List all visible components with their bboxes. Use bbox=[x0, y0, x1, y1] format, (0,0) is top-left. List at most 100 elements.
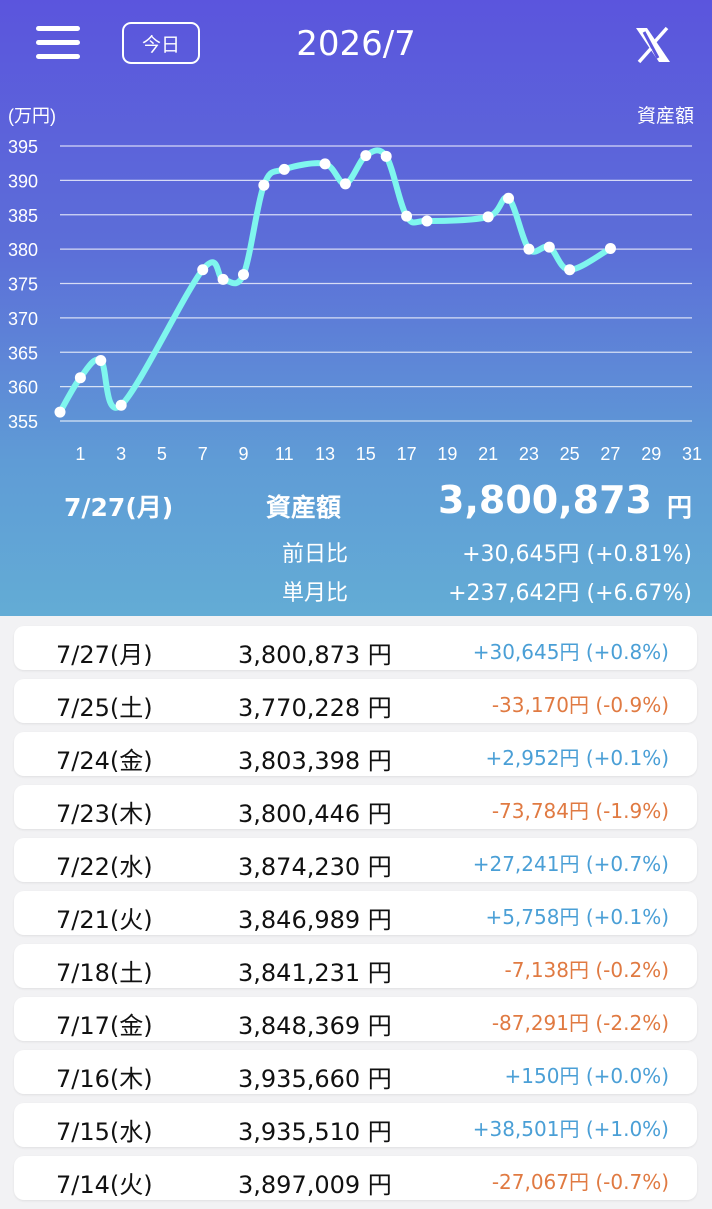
list-item-value: 3,848,369 円 bbox=[238, 1012, 392, 1040]
x-tick-label: 1 bbox=[75, 444, 85, 464]
list-item-change: +2,952円 (+0.1%) bbox=[485, 746, 669, 770]
summary-value: 3,800,873 bbox=[438, 478, 652, 522]
list-item-change: -7,138円 (-0.2%) bbox=[504, 958, 669, 982]
data-point bbox=[339, 178, 351, 190]
x-tick-label: 17 bbox=[397, 444, 417, 464]
data-point bbox=[217, 273, 229, 285]
list-item-date: 7/18(土) bbox=[56, 959, 153, 987]
list-item-date: 7/24(金) bbox=[56, 747, 153, 775]
y-tick-label: 370 bbox=[8, 309, 38, 329]
x-logo-icon[interactable] bbox=[632, 24, 674, 66]
x-tick-label: 27 bbox=[600, 444, 620, 464]
today-button[interactable]: 今日 bbox=[122, 22, 200, 64]
y-tick-label: 355 bbox=[8, 412, 38, 432]
list-item-date: 7/14(火) bbox=[56, 1171, 153, 1199]
list-item-change: -73,784円 (-1.9%) bbox=[491, 799, 669, 823]
month-change-value: +237,642円 (+6.67%) bbox=[448, 581, 692, 606]
list-item[interactable]: 7/25(土) 3,770,228 円 -33,170円 (-0.9%) bbox=[14, 679, 697, 723]
list-item[interactable]: 7/17(金) 3,848,369 円 -87,291円 (-2.2%) bbox=[14, 997, 697, 1041]
list-item[interactable]: 7/14(火) 3,897,009 円 -27,067円 (-0.7%) bbox=[14, 1156, 697, 1200]
month-title[interactable]: 2026/7 bbox=[296, 24, 416, 64]
data-point bbox=[74, 372, 86, 384]
x-tick-label: 23 bbox=[519, 444, 539, 464]
list-item-value: 3,803,398 円 bbox=[238, 747, 392, 775]
list-item-date: 7/27(月) bbox=[56, 641, 153, 669]
list-item[interactable]: 7/24(金) 3,803,398 円 +2,952円 (+0.1%) bbox=[14, 732, 697, 776]
list-item-value: 3,846,989 円 bbox=[238, 906, 392, 934]
daily-list: 7/27(月) 3,800,873 円 +30,645円 (+0.8%) 7/25(土… bbox=[14, 626, 697, 1209]
list-item[interactable]: 7/22(水) 3,874,230 円 +27,241円 (+0.7%) bbox=[14, 838, 697, 882]
list-item-value: 3,935,660 円 bbox=[238, 1065, 392, 1093]
data-point bbox=[523, 243, 535, 255]
list-item-value: 3,874,230 円 bbox=[238, 853, 392, 881]
list-item-value: 3,935,510 円 bbox=[238, 1118, 392, 1146]
y-tick-label: 390 bbox=[8, 171, 38, 191]
x-tick-label: 21 bbox=[478, 444, 498, 464]
x-tick-label: 3 bbox=[116, 444, 126, 464]
list-item-date: 7/22(水) bbox=[56, 853, 153, 881]
x-tick-label: 19 bbox=[437, 444, 457, 464]
x-tick-label: 9 bbox=[238, 444, 248, 464]
list-item-change: -87,291円 (-2.2%) bbox=[491, 1011, 669, 1035]
list-item-change: +30,645円 (+0.8%) bbox=[472, 640, 669, 664]
data-point bbox=[115, 399, 127, 411]
list-item-change: +5,758円 (+0.1%) bbox=[485, 905, 669, 929]
data-point bbox=[54, 406, 66, 418]
summary-panel: 7/27(月) 資産額 3,800,873 円 前日比 +30,645円 (+0… bbox=[0, 478, 712, 614]
chart-title: 資産額 bbox=[637, 105, 694, 127]
data-point bbox=[237, 269, 249, 281]
y-tick-label: 360 bbox=[8, 378, 38, 398]
data-point bbox=[360, 150, 372, 162]
x-tick-label: 25 bbox=[560, 444, 580, 464]
data-point bbox=[380, 150, 392, 162]
data-point bbox=[401, 210, 413, 222]
list-item-change: +150円 (+0.0%) bbox=[504, 1064, 669, 1088]
list-item[interactable]: 7/18(土) 3,841,231 円 -7,138円 (-0.2%) bbox=[14, 944, 697, 988]
month-change-label: 単月比 bbox=[282, 581, 349, 606]
list-item-date: 7/25(土) bbox=[56, 694, 153, 722]
summary-date: 7/27(月) bbox=[64, 493, 174, 522]
list-item[interactable]: 7/16(木) 3,935,660 円 +150円 (+0.0%) bbox=[14, 1050, 697, 1094]
summary-unit: 円 bbox=[666, 493, 692, 522]
y-tick-label: 380 bbox=[8, 240, 38, 260]
data-point bbox=[421, 215, 433, 227]
list-item-date: 7/16(木) bbox=[56, 1065, 153, 1093]
y-tick-label: 395 bbox=[8, 137, 38, 157]
data-point bbox=[543, 241, 555, 253]
header-panel bbox=[0, 0, 712, 616]
data-point bbox=[258, 179, 270, 191]
x-tick-label: 5 bbox=[157, 444, 167, 464]
data-point bbox=[564, 264, 576, 276]
list-item-value: 3,897,009 円 bbox=[238, 1171, 392, 1199]
list-item-value: 3,800,446 円 bbox=[238, 800, 392, 828]
day-change-value: +30,645円 (+0.81%) bbox=[462, 542, 692, 567]
x-tick-label: 31 bbox=[682, 444, 702, 464]
series-line bbox=[57, 147, 614, 416]
hamburger-menu-icon[interactable] bbox=[36, 26, 80, 64]
list-item-value: 3,800,873 円 bbox=[238, 641, 392, 669]
data-point bbox=[503, 192, 515, 204]
y-tick-label: 375 bbox=[8, 275, 38, 295]
summary-label: 資産額 bbox=[266, 493, 342, 522]
list-item[interactable]: 7/27(月) 3,800,873 円 +30,645円 (+0.8%) bbox=[14, 626, 697, 670]
list-item-change: -33,170円 (-0.9%) bbox=[491, 693, 669, 717]
list-item[interactable]: 7/21(火) 3,846,989 円 +5,758円 (+0.1%) bbox=[14, 891, 697, 935]
list-item[interactable]: 7/23(木) 3,800,446 円 -73,784円 (-1.9%) bbox=[14, 785, 697, 829]
list-item[interactable]: 7/15(水) 3,935,510 円 +38,501円 (+1.0%) bbox=[14, 1103, 697, 1147]
data-point bbox=[482, 211, 494, 223]
list-item-change: +38,501円 (+1.0%) bbox=[472, 1117, 669, 1141]
data-point bbox=[604, 242, 616, 254]
list-item-value: 3,841,231 円 bbox=[238, 959, 392, 987]
data-point bbox=[278, 163, 290, 175]
y-tick-label: 385 bbox=[8, 206, 38, 226]
list-item-change: -27,067円 (-0.7%) bbox=[491, 1170, 669, 1194]
y-tick-label: 365 bbox=[8, 343, 38, 363]
asset-chart: 355 360 365 370 375 380 385 390 395 (万円) 資産額 1 3 5 7 9 1… bbox=[0, 96, 712, 476]
x-tick-label: 15 bbox=[356, 444, 376, 464]
day-change-label: 前日比 bbox=[282, 542, 349, 567]
data-point bbox=[197, 264, 209, 276]
x-tick-label: 11 bbox=[275, 444, 294, 464]
data-point bbox=[319, 158, 331, 170]
x-tick-label: 13 bbox=[315, 444, 335, 464]
top-bar: 今日 2026/7 bbox=[0, 0, 712, 90]
